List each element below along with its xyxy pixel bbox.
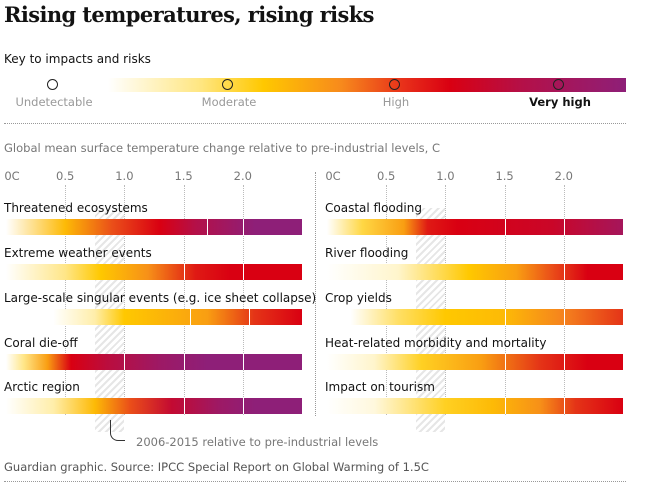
x-tick-label: 0.5	[56, 169, 75, 183]
risk-bar	[327, 264, 623, 280]
row-label-text: Arctic region	[4, 380, 80, 394]
risk-gradient	[6, 264, 302, 280]
row-label: Extreme weather events	[4, 246, 152, 260]
bar-tick-mark	[189, 309, 191, 325]
bar-tick-mark	[242, 264, 244, 280]
x-tick-label: 2.0	[233, 169, 252, 183]
risk-gradient	[327, 398, 623, 414]
risk-gradient	[6, 398, 302, 414]
row-label: River flooding	[325, 246, 408, 260]
bar-tick-mark	[563, 309, 565, 325]
risk-gradient	[6, 219, 302, 235]
row-label: Arctic region	[4, 380, 80, 394]
bar-tick-mark	[504, 219, 506, 235]
chart-title: Rising temperatures, rising risks	[4, 2, 374, 27]
row-label-text: Large-scale singular events	[4, 291, 170, 305]
row-label-text: Coral die-off	[4, 336, 78, 350]
x-tick-label: 1.0	[115, 169, 134, 183]
highlight-callout-line	[110, 420, 125, 441]
row-label-text: Threatened ecosystems	[4, 201, 148, 215]
risk-gradient	[327, 219, 623, 235]
key-marker-undetectable	[47, 79, 58, 90]
risk-gradient	[327, 354, 623, 370]
row-label: Coral die-off	[4, 336, 78, 350]
row-label-text: Heat-related morbidity and mortality	[325, 336, 547, 350]
x-gridline	[563, 185, 565, 415]
x-tick-label: 1.0	[436, 169, 455, 183]
row-label: Crop yields	[325, 291, 392, 305]
risk-gradient	[6, 309, 302, 325]
key-marker-very-high	[553, 79, 564, 90]
bar-tick-mark	[563, 398, 565, 414]
key-marker-moderate	[222, 79, 233, 90]
risk-bar	[327, 309, 623, 325]
row-label-text: Extreme weather events	[4, 246, 152, 260]
bar-tick-mark	[504, 309, 506, 325]
key-label-undetectable: Undetectable	[15, 95, 93, 109]
bar-tick-mark	[183, 354, 185, 370]
x-tick-label: 0C	[4, 169, 20, 183]
risk-bar	[327, 219, 623, 235]
row-label-text: Coastal flooding	[325, 201, 422, 215]
row-label: Impact on tourism	[325, 380, 435, 394]
bar-tick-mark	[183, 264, 185, 280]
bar-tick-mark	[124, 354, 126, 370]
x-gridline	[242, 185, 244, 415]
chart-subtitle: Global mean surface temperature change r…	[4, 141, 440, 155]
highlight-callout-label: 2006-2015 relative to pre-industrial lev…	[136, 435, 379, 449]
risk-bar	[6, 354, 302, 370]
bar-tick-mark	[183, 398, 185, 414]
key-label-very-high: Very high	[529, 95, 591, 109]
row-label: Coastal flooding	[325, 201, 422, 215]
row-label: Large-scale singular events (e.g. ice sh…	[4, 291, 316, 305]
key-label-high: High	[382, 95, 410, 109]
risk-bar	[327, 354, 623, 370]
source-note: Guardian graphic. Source: IPCC Special R…	[4, 460, 429, 474]
x-tick-label: 0.5	[377, 169, 396, 183]
risk-bar	[6, 219, 302, 235]
bar-tick-mark	[563, 264, 565, 280]
column-separator	[315, 172, 316, 416]
row-label-text: Crop yields	[325, 291, 392, 305]
bar-tick-mark	[504, 398, 506, 414]
x-tick-label: 2.0	[554, 169, 573, 183]
bar-tick-mark	[563, 354, 565, 370]
x-tick-label: 1.5	[174, 169, 193, 183]
row-label: Threatened ecosystems	[4, 201, 148, 215]
x-tick-label: 1.5	[495, 169, 514, 183]
risk-bar	[6, 309, 302, 325]
risk-bar	[6, 264, 302, 280]
x-gridline	[183, 185, 185, 415]
x-gridline	[65, 185, 67, 415]
bar-tick-mark	[207, 219, 209, 235]
x-gridline	[124, 185, 126, 415]
bar-tick-mark	[248, 309, 250, 325]
bar-tick-mark	[242, 219, 244, 235]
key-label-moderate: Moderate	[201, 95, 257, 109]
footer-divider	[4, 481, 626, 482]
key-title: Key to impacts and risks	[4, 52, 151, 66]
risk-gradient	[327, 309, 623, 325]
risk-bar	[6, 398, 302, 414]
x-gridline	[445, 185, 447, 415]
risk-gradient	[327, 264, 623, 280]
bar-tick-mark	[563, 219, 565, 235]
bar-tick-mark	[504, 354, 506, 370]
key-gradient-bar	[108, 78, 626, 92]
bar-tick-mark	[242, 398, 244, 414]
x-gridline	[386, 185, 388, 415]
x-tick-label: 0C	[325, 169, 341, 183]
row-label-text: Impact on tourism	[325, 380, 435, 394]
bar-tick-mark	[242, 354, 244, 370]
risk-gradient	[6, 354, 302, 370]
key-divider	[4, 123, 626, 124]
row-label-text: River flooding	[325, 246, 409, 260]
row-label: Heat-related morbidity and mortality	[325, 336, 546, 350]
key-marker-high	[389, 79, 400, 90]
x-gridline	[504, 185, 506, 415]
row-label-note: (e.g. ice sheet collapse)	[169, 291, 317, 305]
risk-bar	[327, 398, 623, 414]
